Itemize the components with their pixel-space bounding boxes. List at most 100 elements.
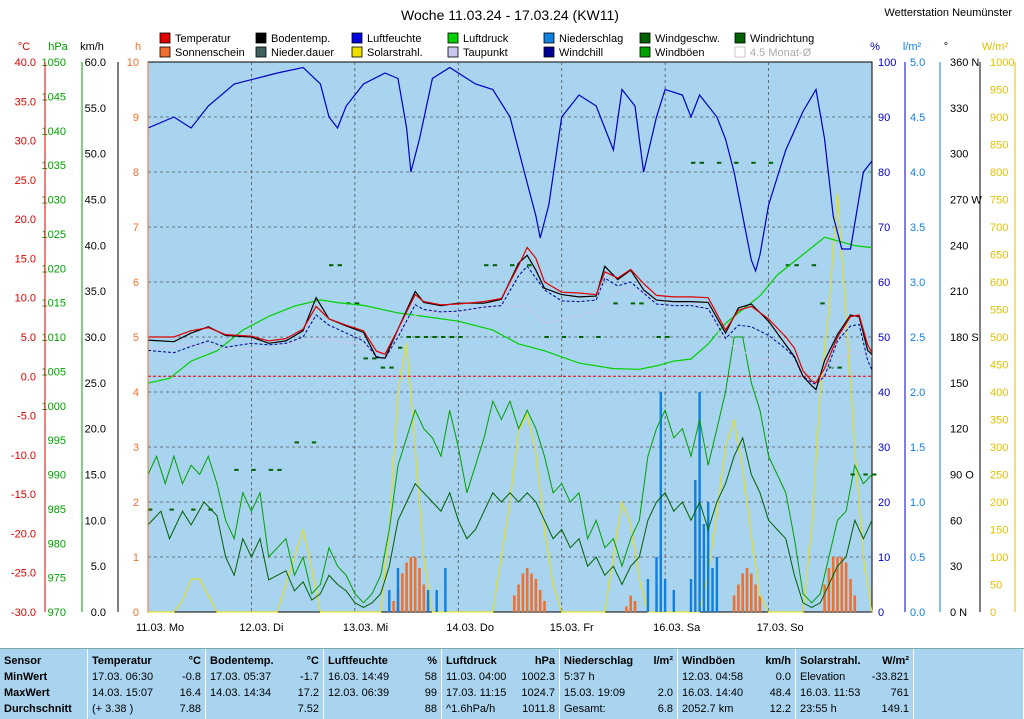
windrichtung-point (616, 302, 618, 305)
windrichtung-point (874, 473, 877, 476)
stats-row: Temperatur °C (92, 653, 201, 669)
right-axis-2-tick: 60 (950, 515, 962, 527)
windrichtung-point (356, 302, 358, 305)
windrichtung-point (193, 508, 196, 511)
windrichtung-point (853, 473, 855, 476)
windrichtung-point (632, 302, 634, 305)
windrichtung-point (614, 302, 617, 305)
windrichtung-point (692, 161, 694, 164)
legend-label: Nieder.dauer (271, 47, 334, 59)
windrichtung-point (148, 508, 150, 511)
left-axis-0-tick: 10.0 (15, 293, 36, 305)
right-axis-0-tick: 30 (878, 442, 890, 454)
windrichtung-point (633, 302, 636, 305)
stats-value: 2.0 (657, 687, 673, 699)
windrichtung-point (821, 302, 824, 305)
x-tick-label: 14.03. Do (446, 622, 494, 634)
stats-cell: 5:37 h (564, 671, 595, 683)
right-axis-1-tick: 1.5 (910, 442, 925, 454)
stats-cell: MinWert (4, 671, 48, 683)
stats-niederschlag: Niederschlag l/m² 5:37 h 15.03. 19:09 2.0 Ges… (560, 649, 678, 719)
windrichtung-point (449, 336, 452, 338)
bar-sonnenschein (409, 557, 413, 612)
legend-swatch (159, 46, 171, 58)
left-axis-1-tick: 1025 (42, 229, 66, 241)
windrichtung-point (718, 161, 720, 164)
windrichtung-point (191, 508, 193, 511)
left-axis-3-tick: 9 (133, 112, 139, 124)
bar-sonnenschein (517, 584, 520, 612)
windrichtung-point (639, 302, 641, 305)
bar-sonnenschein (844, 562, 848, 612)
windrichtung-point (873, 473, 875, 476)
windrichtung-point (280, 468, 282, 471)
right-axis-1-tick: 0.0 (910, 607, 925, 619)
windrichtung-point (372, 357, 374, 360)
windrichtung-point (357, 302, 360, 305)
right-axis-1-tick: 4.5 (910, 112, 925, 124)
windrichtung-point (736, 161, 739, 164)
stats-row: Bodentemp. °C (210, 653, 319, 669)
right-axis-0-tick: 50 (878, 332, 890, 344)
windrichtung-point (771, 161, 773, 164)
legend-label: Taupunkt (463, 47, 508, 59)
windrichtung-point (234, 468, 236, 471)
stats-value: km/h (765, 655, 791, 667)
windrichtung-point (527, 264, 529, 267)
bar-sonnenschein (741, 573, 744, 612)
right-axis-3-tick: 50 (990, 580, 1002, 592)
right-axis-0-tick: 40 (878, 387, 890, 399)
windrichtung-point (277, 468, 279, 471)
windrichtung-point (768, 161, 771, 164)
left-axis-3-unit: h (135, 41, 141, 53)
windrichtung-point (716, 161, 719, 164)
stats-row: 12.03. 06:39 99 (328, 685, 437, 701)
left-axis-1-tick: 970 (48, 607, 66, 619)
left-axis-1-tick: 995 (48, 435, 66, 447)
right-axis-3-tick: 850 (990, 140, 1008, 152)
stats-value: l/m² (653, 655, 673, 667)
chart-title: Woche 11.03.24 - 17.03.24 (KW11) (401, 7, 619, 23)
windrichtung-point (208, 508, 210, 511)
windrichtung-point (814, 264, 817, 267)
legend-swatch (255, 46, 267, 58)
left-axis-1-tick: 1010 (42, 332, 66, 344)
right-axis-3-tick: 150 (990, 525, 1008, 537)
windrichtung-point (392, 366, 394, 369)
stats-cell: Elevation (800, 671, 846, 683)
legend-swatch (351, 32, 363, 44)
stats-cell (210, 701, 298, 717)
windrichtung-point (831, 366, 834, 369)
stats-cell: 17.03. 05:37 (210, 671, 272, 683)
windrichtung-point (389, 366, 391, 369)
left-axis-2-tick: 10.0 (85, 515, 106, 527)
stats-cell: Bodentemp. (210, 655, 274, 667)
windrichtung-point (192, 508, 195, 511)
windrichtung-point (426, 336, 429, 338)
windrichtung-point (851, 473, 854, 476)
windrichtung-point (331, 264, 334, 267)
right-axis-2-tick: 150 (950, 378, 968, 390)
windrichtung-point (443, 336, 446, 338)
bar-sonnenschein (418, 568, 421, 612)
bar-niederschlag (694, 480, 697, 612)
windrichtung-point (850, 473, 853, 476)
left-axis-0-tick: 35.0 (15, 96, 36, 108)
windrichtung-point (785, 264, 788, 267)
stats-cell: 12.03. 04:58 (682, 671, 744, 683)
windrichtung-point (613, 302, 615, 305)
windrichtung-point (149, 508, 151, 511)
windrichtung-point (330, 264, 332, 267)
windrichtung-point (484, 264, 486, 267)
stats-value: 0.0 (775, 671, 791, 683)
windrichtung-point (172, 508, 174, 511)
x-tick-label: 16.03. Sa (653, 622, 701, 634)
bar-niederschlag (388, 590, 391, 612)
legend-label: 4.5 Monat-Ø (750, 47, 812, 59)
stats-value: -0.8 (182, 671, 201, 683)
x-tick-label: 12.03. Di (239, 622, 283, 634)
legend-swatch (447, 46, 459, 58)
x-tick-label: 15.03. Fr (550, 622, 594, 634)
stats-row: 15.03. 19:09 2.0 (564, 685, 673, 701)
windrichtung-point (659, 336, 661, 338)
